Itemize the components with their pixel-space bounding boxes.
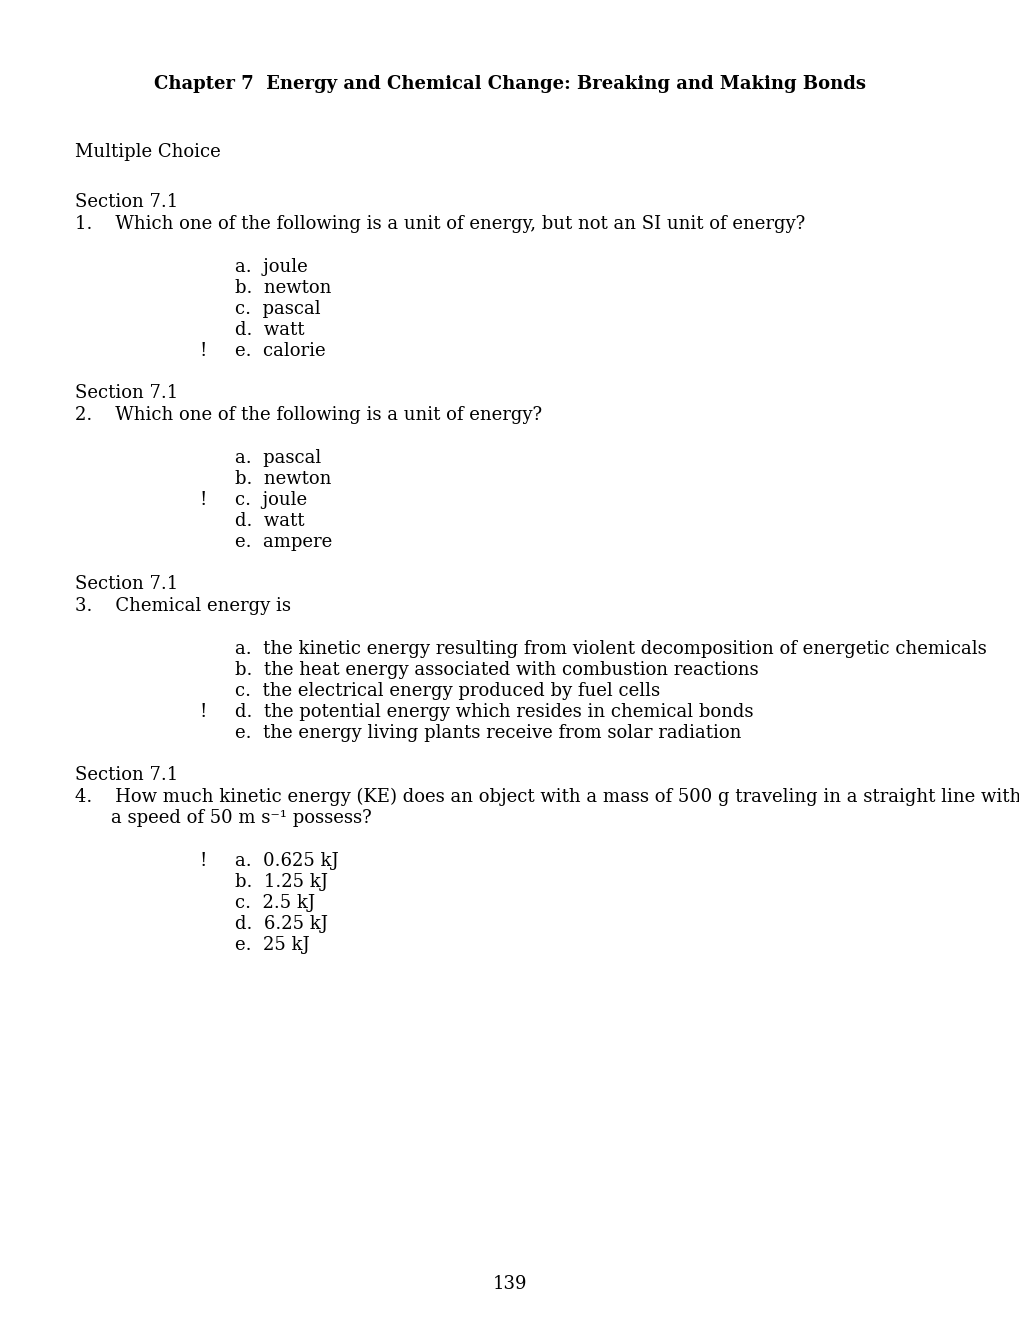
Text: b.  newton: b. newton — [234, 470, 331, 488]
Text: b.  the heat energy associated with combustion reactions: b. the heat energy associated with combu… — [234, 661, 758, 678]
Text: d.  6.25 kJ: d. 6.25 kJ — [234, 915, 328, 933]
Text: !: ! — [200, 342, 207, 360]
Text: 139: 139 — [492, 1275, 527, 1294]
Text: Section 7.1: Section 7.1 — [75, 766, 178, 784]
Text: 3.    Chemical energy is: 3. Chemical energy is — [75, 597, 290, 615]
Text: c.  pascal: c. pascal — [234, 300, 320, 318]
Text: 2.    Which one of the following is a unit of energy?: 2. Which one of the following is a unit … — [75, 407, 541, 424]
Text: !: ! — [200, 704, 207, 721]
Text: a speed of 50 m s⁻¹ possess?: a speed of 50 m s⁻¹ possess? — [111, 809, 371, 828]
Text: a.  pascal: a. pascal — [234, 449, 321, 467]
Text: a.  joule: a. joule — [234, 257, 308, 276]
Text: Section 7.1: Section 7.1 — [75, 576, 178, 593]
Text: d.  the potential energy which resides in chemical bonds: d. the potential energy which resides in… — [234, 704, 753, 721]
Text: d.  watt: d. watt — [234, 321, 305, 339]
Text: c.  the electrical energy produced by fuel cells: c. the electrical energy produced by fue… — [234, 682, 659, 700]
Text: Section 7.1: Section 7.1 — [75, 193, 178, 211]
Text: c.  2.5 kJ: c. 2.5 kJ — [234, 894, 315, 912]
Text: b.  1.25 kJ: b. 1.25 kJ — [234, 873, 328, 891]
Text: 4.    How much kinetic energy (KE) does an object with a mass of 500 g traveling: 4. How much kinetic energy (KE) does an … — [75, 788, 1019, 807]
Text: Section 7.1: Section 7.1 — [75, 384, 178, 403]
Text: d.  watt: d. watt — [234, 512, 305, 531]
Text: b.  newton: b. newton — [234, 279, 331, 297]
Text: a.  the kinetic energy resulting from violent decomposition of energetic chemica: a. the kinetic energy resulting from vio… — [234, 640, 985, 657]
Text: Chapter 7  Energy and Chemical Change: Breaking and Making Bonds: Chapter 7 Energy and Chemical Change: Br… — [154, 75, 865, 92]
Text: e.  calorie: e. calorie — [234, 342, 325, 360]
Text: a.  0.625 kJ: a. 0.625 kJ — [234, 851, 338, 870]
Text: e.  25 kJ: e. 25 kJ — [234, 936, 310, 954]
Text: !: ! — [200, 491, 207, 510]
Text: Multiple Choice: Multiple Choice — [75, 143, 220, 161]
Text: c.  joule: c. joule — [234, 491, 307, 510]
Text: !: ! — [200, 851, 207, 870]
Text: e.  the energy living plants receive from solar radiation: e. the energy living plants receive from… — [234, 723, 741, 742]
Text: e.  ampere: e. ampere — [234, 533, 332, 550]
Text: 1.    Which one of the following is a unit of energy, but not an SI unit of ener: 1. Which one of the following is a unit … — [75, 215, 804, 234]
